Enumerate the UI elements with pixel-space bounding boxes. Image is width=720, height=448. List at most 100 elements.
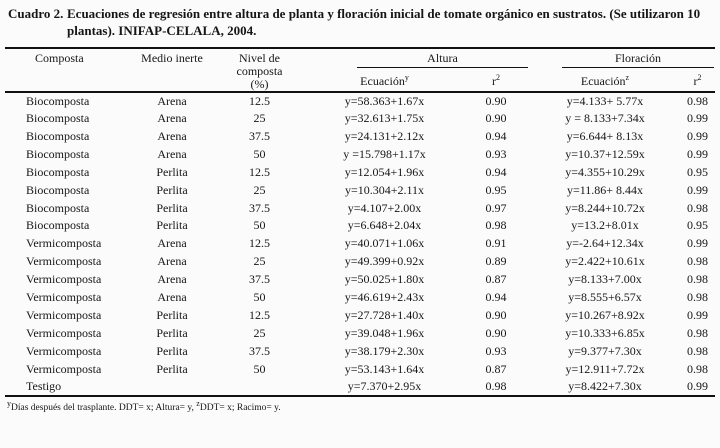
table-row: Testigo y=7.370+2.95x 0.98 y=8.422+7.30x 0.9…	[5, 378, 715, 396]
cell-r2_altura: 0.93	[485, 343, 507, 358]
cell-medio: Arena	[157, 146, 187, 161]
cell-r2_floracion: 0.98	[687, 93, 708, 108]
footnote-text-2: DDT= x; Racimo= y.	[199, 402, 281, 413]
table-title-label: Cuadro 2.	[8, 6, 64, 21]
cell-eq_floracion: y=10.333+6.85x	[565, 325, 645, 340]
cell-medio: Perlita	[156, 343, 188, 358]
subheader-ecuacion-floracion-text: Ecuación	[580, 73, 626, 88]
cell-eq_altura: y=39.048+1.96x	[344, 325, 425, 340]
cell-r2_altura: 0.95	[485, 182, 507, 197]
table-row: Vermicomposta Perlita 37.5 y=38.179+2.30x 0.…	[5, 342, 715, 360]
subheader-r2-altura-sup: 2	[496, 72, 500, 82]
cell-composta: Biocomposta	[26, 146, 90, 161]
cell-eq_floracion: y=13.2+8.01x	[571, 218, 639, 233]
cell-eq_altura: y=12.054+1.96x	[344, 164, 425, 179]
cell-composta: Vermicomposta	[26, 325, 102, 340]
cell-composta: Testigo	[26, 378, 62, 393]
cell-medio: Arena	[157, 290, 187, 305]
cell-eq_altura: y =15.798+1.17x	[343, 146, 426, 161]
cell-eq_altura: y=6.648+2.04x	[347, 218, 422, 233]
cell-medio: Arena	[157, 254, 187, 269]
cell-r2_altura: 0.87	[485, 361, 507, 376]
cell-r2_floracion: 0.99	[687, 111, 708, 126]
cell-medio: Perlita	[156, 361, 188, 376]
footnote-text-1: Días después del trasplante. DDT= x; Alt…	[11, 402, 197, 413]
cell-r2_floracion: 0.98	[687, 361, 708, 376]
cell-nivel: 12.5	[249, 236, 270, 251]
group-header-floracion-underline: Floración	[562, 51, 714, 68]
cell-composta: Biocomposta	[26, 164, 90, 179]
cell-nivel: 25	[253, 254, 266, 269]
subheader-ecuacion-floracion: Ecuaciónz	[530, 72, 680, 92]
table-title-text: Ecuaciones de regresión entre altura de …	[67, 6, 701, 38]
cell-composta: Vermicomposta	[26, 254, 102, 269]
cell-r2_altura: 0.89	[485, 254, 507, 269]
table-row: Biocomposta Arena 37.5 y=24.131+2.12x 0.94 y=…	[5, 128, 715, 146]
scanned-paper-page: Cuadro 2. Ecuaciones de regresión entre …	[5, 6, 715, 414]
cell-composta: Vermicomposta	[26, 290, 102, 305]
cell-eq_floracion: y=-2.64+12.34x	[566, 236, 644, 251]
table-footnote: yDías después del trasplante. DDT= x; Al…	[7, 398, 713, 414]
cell-r2_altura: 0.97	[485, 200, 507, 215]
cell-medio: Arena	[157, 272, 187, 287]
table-row: Vermicomposta Arena 12.5 y=40.071+1.06x 0.91…	[5, 235, 715, 253]
cell-medio: Arena	[157, 111, 187, 126]
cell-composta: Biocomposta	[26, 93, 90, 108]
table-row: Biocomposta Arena 25 y=32.613+1.75x 0.90 y = …	[5, 110, 715, 128]
cell-medio: Arena	[157, 93, 187, 108]
cell-r2_floracion: 0.98	[687, 272, 708, 287]
cell-eq_altura: y=50.025+1.80x	[344, 272, 425, 287]
cell-eq_altura: y=7.370+2.95x	[347, 378, 422, 393]
cell-composta: Vermicomposta	[26, 343, 102, 358]
cell-r2_altura: 0.98	[485, 218, 507, 233]
cell-composta: Vermicomposta	[26, 236, 102, 251]
cell-eq_altura: y=4.107+2.00x	[347, 200, 422, 215]
cell-nivel: 12.5	[249, 93, 270, 108]
cell-composta: Biocomposta	[26, 200, 90, 215]
table-row: Biocomposta Arena 12.5 y=58.363+1.67x 0.90 y=…	[5, 92, 715, 110]
cell-r2_floracion: 0.98	[687, 290, 708, 305]
group-header-altura-underline: Altura	[357, 50, 528, 68]
cell-eq_altura: y=10.304+2.11x	[344, 182, 425, 197]
cell-r2_altura: 0.87	[485, 272, 507, 287]
table-row: Vermicomposta Perlita 50 y=53.143+1.64x 0.87…	[5, 360, 715, 378]
subheader-ecuacion-altura-sup: y	[404, 72, 409, 82]
cell-r2_altura: 0.90	[485, 325, 507, 340]
cell-r2_floracion: 0.95	[687, 218, 708, 233]
cell-nivel: 25	[253, 182, 266, 197]
table-title: Cuadro 2. Ecuaciones de regresión entre …	[8, 6, 711, 40]
cell-eq_altura: y=32.613+1.75x	[344, 111, 425, 126]
cell-r2_altura: 0.91	[485, 236, 507, 251]
cell-medio: Perlita	[156, 307, 188, 322]
cell-medio: Perlita	[156, 325, 188, 340]
cell-medio	[132, 378, 212, 396]
cell-eq_floracion: y=8.422+7.30x	[568, 378, 642, 393]
cell-medio: Arena	[157, 236, 187, 251]
cell-eq_altura: y=24.131+2.12x	[344, 129, 425, 143]
cell-r2_floracion: 0.95	[687, 164, 708, 179]
table-row: Vermicomposta Perlita 12.5 y=27.728+1.40x 0.…	[5, 306, 715, 324]
group-header-altura-label: Altura	[427, 50, 458, 65]
cell-nivel: 50	[253, 361, 266, 376]
table-body: Biocomposta Arena 12.5 y=58.363+1.67x 0.90 y=…	[5, 92, 715, 396]
cell-r2_floracion: 0.98	[687, 343, 708, 358]
cell-eq_floracion: y=10.267+8.92x	[565, 307, 645, 322]
cell-eq_altura: y=40.071+1.06x	[344, 236, 425, 251]
cell-nivel: 25	[253, 111, 266, 126]
subheader-ecuacion-altura-text: Ecuación	[360, 73, 405, 88]
cell-eq_floracion: y=11.86+ 8.44x	[566, 182, 644, 197]
footnote-marker-z: z	[196, 398, 200, 408]
footnote-marker-y: y	[7, 398, 11, 408]
cell-nivel: 50	[253, 218, 266, 233]
cell-composta: Biocomposta	[26, 129, 90, 143]
cell-r2_altura: 0.90	[485, 307, 507, 322]
cell-medio: Perlita	[156, 182, 188, 197]
subheader-r2-floracion: r2	[680, 72, 715, 92]
column-header-composta: Composta	[35, 50, 84, 65]
cell-eq_floracion: y=10.37+12.59x	[565, 146, 645, 161]
cell-eq_floracion: y=2.422+10.61x	[565, 254, 645, 269]
cell-r2_floracion: 0.99	[687, 236, 708, 251]
table-row: Biocomposta Arena 50 y =15.798+1.17x 0.93 y=1…	[5, 145, 715, 163]
cell-r2_altura: 0.94	[485, 164, 507, 179]
cell-eq_floracion: y=9.377+7.30x	[568, 343, 642, 358]
